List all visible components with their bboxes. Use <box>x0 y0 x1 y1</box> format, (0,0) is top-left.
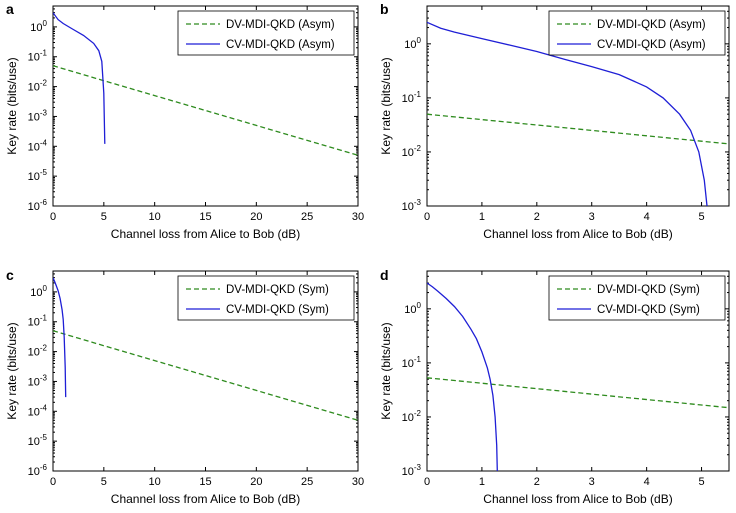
x-axis-label: Channel loss from Alice to Bob (dB) <box>111 492 300 506</box>
y-axis-label: Key rate (bits/use) <box>5 57 19 154</box>
legend-entry: CV-MDI-QKD (Asym) <box>597 39 706 51</box>
series-line-dv <box>53 330 358 421</box>
x-tick-label: 4 <box>644 476 650 488</box>
series-line-cv <box>53 277 67 398</box>
x-tick-label: 5 <box>698 476 704 488</box>
y-tick-label: 10-2 <box>402 409 422 424</box>
legend: DV-MDI-QKD (Sym) CV-MDI-QKD (Sym) <box>177 275 355 321</box>
x-tick-label: 5 <box>101 476 107 488</box>
x-tick-label: 4 <box>644 211 650 223</box>
series-line-dv <box>427 377 729 409</box>
legend-entry: CV-MDI-QKD (Sym) <box>226 304 329 316</box>
series-line-cv <box>427 21 708 206</box>
y-tick-label: 10-6 <box>28 198 48 213</box>
x-tick-label: 0 <box>424 476 430 488</box>
panel-b: b 0 1 2 3 4 5 10-3 10-2 10-1 100 Channel loss from … <box>379 1 730 241</box>
x-tick-label: 3 <box>589 211 595 223</box>
y-tick-label: 10-3 <box>402 463 422 478</box>
y-tick-label: 10-2 <box>402 144 422 159</box>
y-tick-label: 10-3 <box>28 108 48 123</box>
legend-box <box>548 275 726 321</box>
x-axis-label: Channel loss from Alice to Bob (dB) <box>483 492 672 506</box>
panel-c: c 0 5 10 15 20 25 30 10-6 10-5 10-4 10-3 10-2 10-1 100… <box>5 267 364 506</box>
y-tick-label: 10-5 <box>28 433 48 448</box>
y-tick-label: 10-1 <box>402 90 422 105</box>
legend: DV-MDI-QKD (Asym) CV-MDI-QKD (Asym) <box>177 10 355 56</box>
legend-entry: DV-MDI-QKD (Asym) <box>597 19 706 31</box>
y-tick-label: 10-1 <box>402 355 422 370</box>
x-tick-label: 5 <box>698 211 704 223</box>
y-tick-label: 10-4 <box>28 138 48 153</box>
y-tick-label: 100 <box>30 284 47 299</box>
legend-entry: DV-MDI-QKD (Sym) <box>226 284 329 296</box>
y-axis-label: Key rate (bits/use) <box>379 57 393 154</box>
x-tick-label: 2 <box>534 476 540 488</box>
legend: DV-MDI-QKD (Sym) CV-MDI-QKD (Sym) <box>548 275 726 321</box>
x-tick-label: 1 <box>479 476 485 488</box>
y-tick-label: 100 <box>30 19 47 34</box>
y-tick-label: 10-3 <box>28 373 48 388</box>
y-tick-label: 100 <box>404 301 421 316</box>
series-line-dv <box>53 65 358 156</box>
panel-letter: c <box>6 267 14 283</box>
series-line-cv <box>53 12 106 144</box>
y-tick-label: 10-6 <box>28 463 48 478</box>
series-line-dv <box>427 113 729 145</box>
y-tick-label: 10-4 <box>28 403 48 418</box>
y-tick-label: 10-5 <box>28 168 48 183</box>
legend-entry: CV-MDI-QKD (Asym) <box>226 39 335 51</box>
series-line-cv <box>427 282 498 471</box>
x-tick-label: 0 <box>50 476 56 488</box>
x-tick-label: 30 <box>352 211 364 223</box>
legend-entry: DV-MDI-QKD (Sym) <box>597 284 700 296</box>
x-tick-label: 20 <box>250 211 262 223</box>
x-tick-label: 30 <box>352 476 364 488</box>
legend-box <box>548 10 726 56</box>
legend: DV-MDI-QKD (Asym) CV-MDI-QKD (Asym) <box>548 10 726 56</box>
panel-letter: b <box>380 1 389 17</box>
x-tick-label: 25 <box>301 211 313 223</box>
y-tick-label: 10-3 <box>402 198 422 213</box>
panel-letter: a <box>6 1 14 17</box>
x-axis-label: Channel loss from Alice to Bob (dB) <box>111 227 300 241</box>
y-tick-label: 10-2 <box>28 79 48 94</box>
y-tick-label: 10-2 <box>28 344 48 359</box>
y-axis-label: Key rate (bits/use) <box>5 322 19 419</box>
x-tick-label: 25 <box>301 476 313 488</box>
panel-a: a 0 5 10 15 20 25 30 10-6 10-5 10-4 10-3 10-2 10-1 100… <box>5 1 364 241</box>
x-tick-label: 15 <box>199 211 211 223</box>
x-tick-label: 2 <box>534 211 540 223</box>
legend-box <box>177 10 355 56</box>
x-tick-label: 10 <box>149 476 161 488</box>
panel-letter: d <box>380 267 389 283</box>
x-tick-label: 10 <box>149 211 161 223</box>
x-tick-label: 5 <box>101 211 107 223</box>
x-tick-label: 0 <box>424 211 430 223</box>
y-axis-label: Key rate (bits/use) <box>379 322 393 419</box>
x-tick-label: 0 <box>50 211 56 223</box>
y-tick-label: 100 <box>404 36 421 51</box>
x-axis-label: Channel loss from Alice to Bob (dB) <box>483 227 672 241</box>
legend-box <box>177 275 355 321</box>
y-tick-label: 10-1 <box>28 314 48 329</box>
panel-d: d 0 1 2 3 4 5 10-3 10-2 10-1 100 Channel loss from … <box>379 267 730 506</box>
x-tick-label: 15 <box>199 476 211 488</box>
legend-entry: CV-MDI-QKD (Sym) <box>597 304 700 316</box>
x-tick-label: 20 <box>250 476 262 488</box>
x-tick-label: 1 <box>479 211 485 223</box>
y-tick-label: 10-1 <box>28 49 48 64</box>
legend-entry: DV-MDI-QKD (Asym) <box>226 19 335 31</box>
x-tick-label: 3 <box>589 476 595 488</box>
